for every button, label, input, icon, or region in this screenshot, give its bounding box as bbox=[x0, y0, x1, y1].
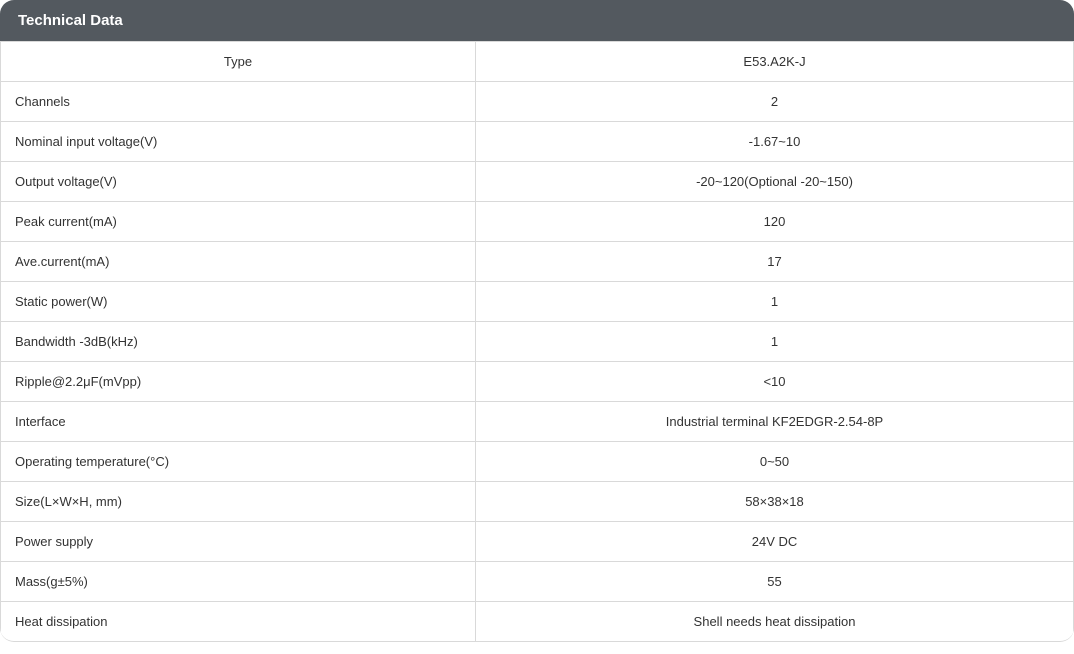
table-wrap: Type E53.A2K-J Channels2Nominal input vo… bbox=[0, 41, 1074, 642]
table-row: Static power(W)1 bbox=[1, 282, 1074, 322]
row-label: Output voltage(V) bbox=[1, 162, 476, 202]
row-value: 55 bbox=[476, 562, 1074, 602]
row-value: <10 bbox=[476, 362, 1074, 402]
row-value: 17 bbox=[476, 242, 1074, 282]
table-body: Channels2Nominal input voltage(V)-1.67~1… bbox=[1, 82, 1074, 642]
row-label: Nominal input voltage(V) bbox=[1, 122, 476, 162]
table-row: Ave.current(mA)17 bbox=[1, 242, 1074, 282]
row-label: Heat dissipation bbox=[1, 602, 476, 642]
table-row: Heat dissipationShell needs heat dissipa… bbox=[1, 602, 1074, 642]
row-label: Mass(g±5%) bbox=[1, 562, 476, 602]
table-row: Ripple@2.2μF(mVpp)<10 bbox=[1, 362, 1074, 402]
table-row: Operating temperature(°C)0~50 bbox=[1, 442, 1074, 482]
row-label: Bandwidth -3dB(kHz) bbox=[1, 322, 476, 362]
row-value: Industrial terminal KF2EDGR-2.54-8P bbox=[476, 402, 1074, 442]
table-row: Channels2 bbox=[1, 82, 1074, 122]
row-value: 24V DC bbox=[476, 522, 1074, 562]
panel-title: Technical Data bbox=[0, 0, 1074, 41]
row-label: Static power(W) bbox=[1, 282, 476, 322]
spec-table: Type E53.A2K-J Channels2Nominal input vo… bbox=[0, 41, 1074, 641]
row-label: Peak current(mA) bbox=[1, 202, 476, 242]
row-label: Power supply bbox=[1, 522, 476, 562]
table-row: Peak current(mA)120 bbox=[1, 202, 1074, 242]
row-value: 1 bbox=[476, 282, 1074, 322]
row-value: 1 bbox=[476, 322, 1074, 362]
table-row: Size(L×W×H, mm)58×38×18 bbox=[1, 482, 1074, 522]
table-row: Bandwidth -3dB(kHz)1 bbox=[1, 322, 1074, 362]
row-value: 0~50 bbox=[476, 442, 1074, 482]
row-value: 120 bbox=[476, 202, 1074, 242]
row-label: Size(L×W×H, mm) bbox=[1, 482, 476, 522]
row-value: 2 bbox=[476, 82, 1074, 122]
table-row: Nominal input voltage(V)-1.67~10 bbox=[1, 122, 1074, 162]
table-head-row: Type E53.A2K-J bbox=[1, 42, 1074, 82]
row-value: -20~120(Optional -20~150) bbox=[476, 162, 1074, 202]
head-label: Type bbox=[1, 42, 476, 82]
row-label: Ripple@2.2μF(mVpp) bbox=[1, 362, 476, 402]
row-value: 58×38×18 bbox=[476, 482, 1074, 522]
table-row: Mass(g±5%)55 bbox=[1, 562, 1074, 602]
row-value: -1.67~10 bbox=[476, 122, 1074, 162]
table-row: Power supply24V DC bbox=[1, 522, 1074, 562]
spec-panel: Technical Data Type E53.A2K-J Channels2N… bbox=[0, 0, 1074, 642]
row-label: Ave.current(mA) bbox=[1, 242, 476, 282]
row-label: Channels bbox=[1, 82, 476, 122]
row-label: Operating temperature(°C) bbox=[1, 442, 476, 482]
table-row: InterfaceIndustrial terminal KF2EDGR-2.5… bbox=[1, 402, 1074, 442]
table-row: Output voltage(V)-20~120(Optional -20~15… bbox=[1, 162, 1074, 202]
row-label: Interface bbox=[1, 402, 476, 442]
head-value: E53.A2K-J bbox=[476, 42, 1074, 82]
row-value: Shell needs heat dissipation bbox=[476, 602, 1074, 642]
